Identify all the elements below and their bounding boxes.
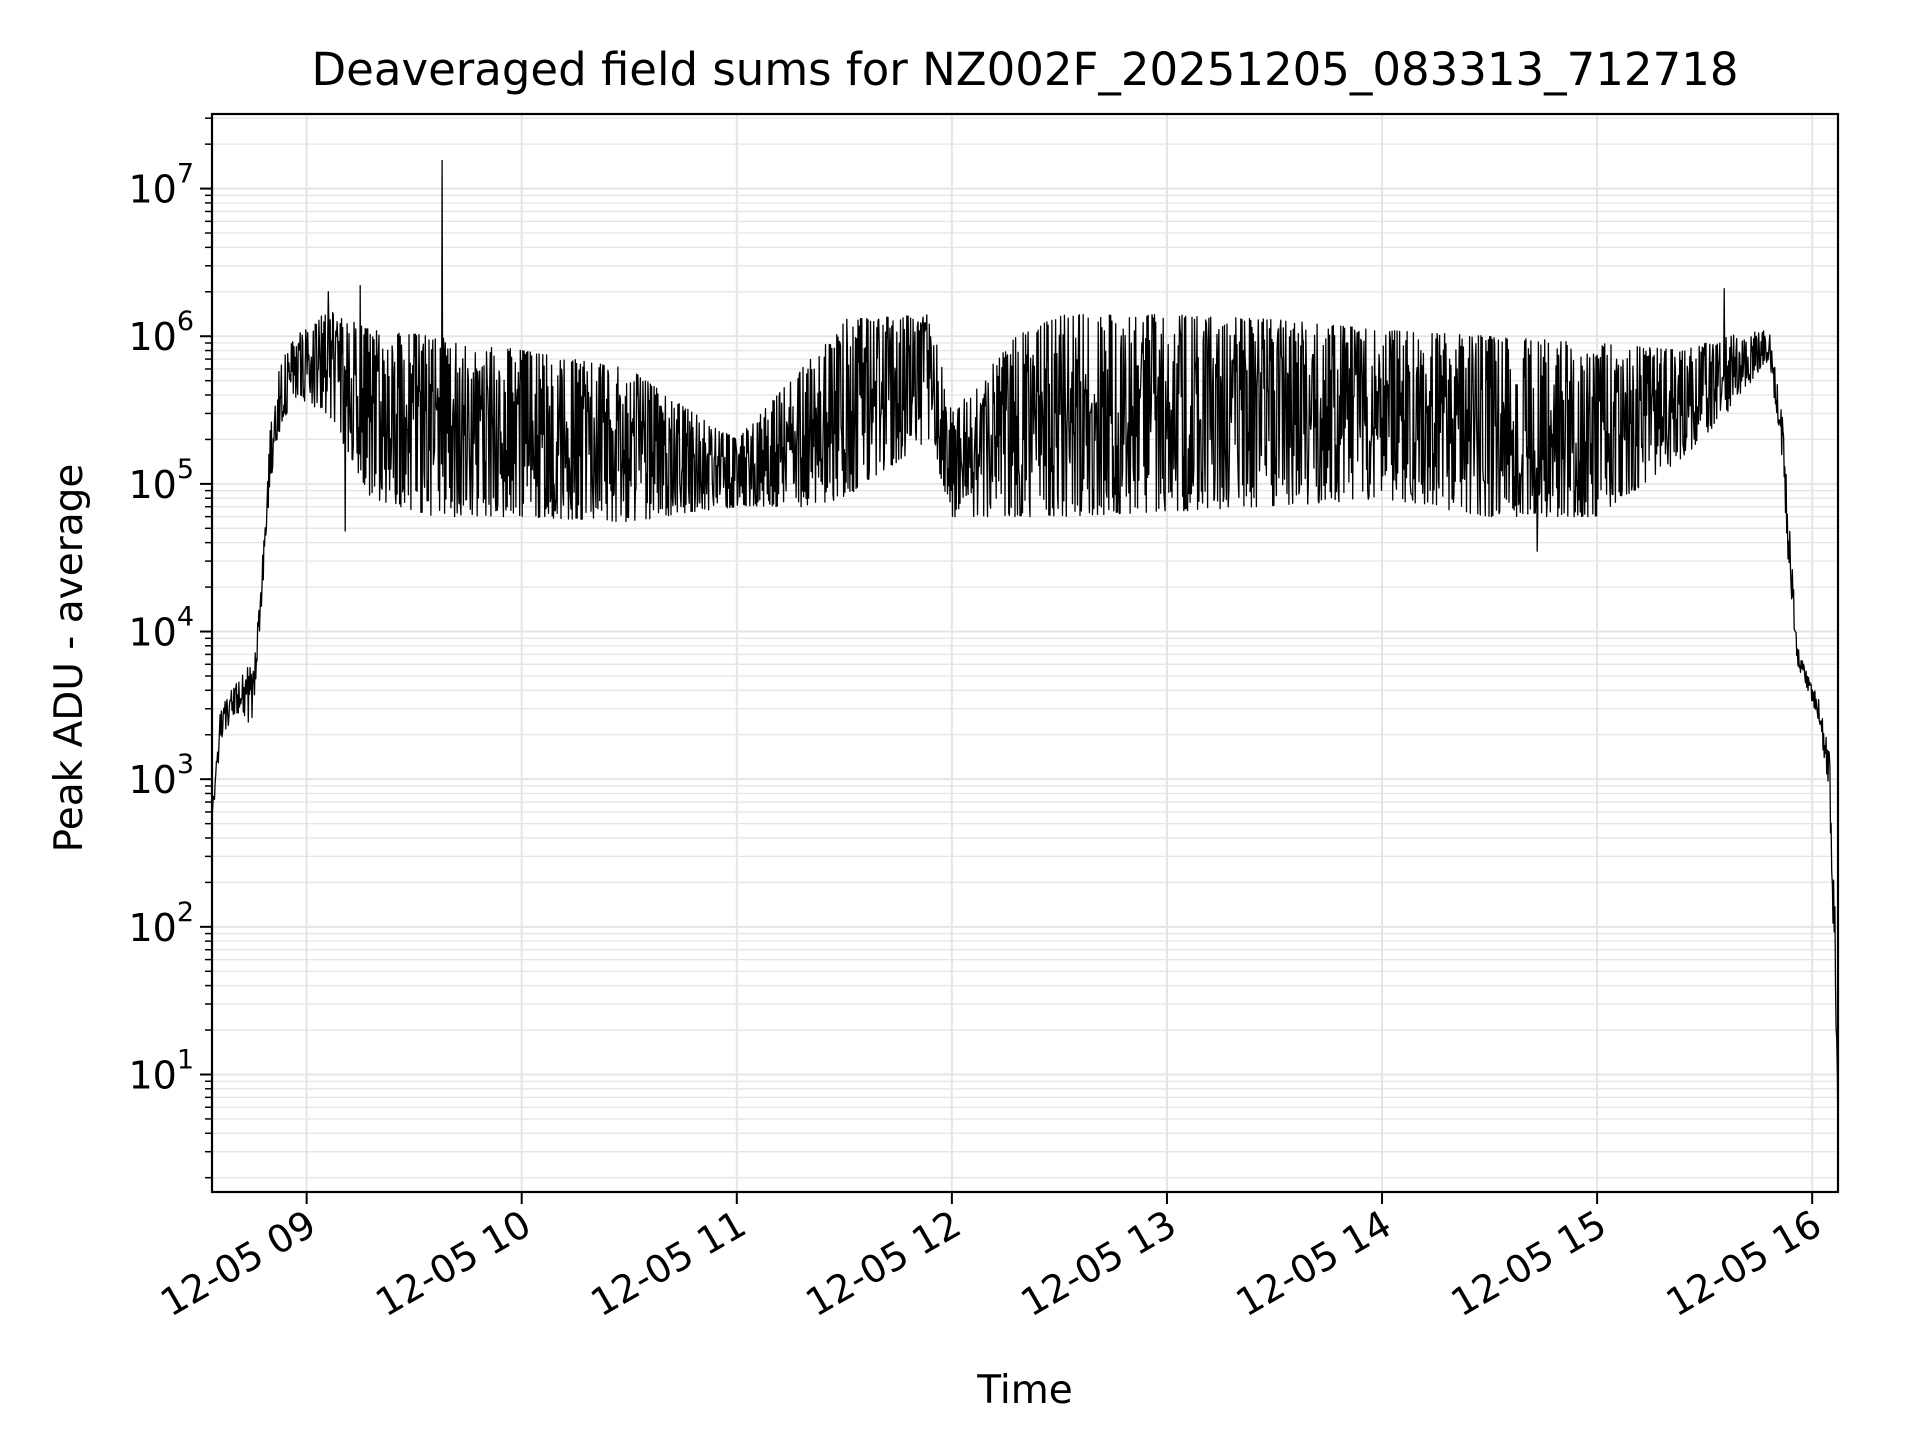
series-layer xyxy=(211,159,1839,1139)
y-tick-label: 103 xyxy=(128,749,194,802)
y-tick-label-base: 10 xyxy=(128,758,176,802)
y-tick-label-base: 10 xyxy=(128,168,176,212)
y-tick-label: 106 xyxy=(128,306,194,359)
y-axis-label: Peak ADU - average xyxy=(47,464,92,853)
y-tick-label-exponent: 3 xyxy=(177,749,194,780)
x-axis-label: Time xyxy=(976,1368,1072,1413)
y-tick-label-exponent: 4 xyxy=(177,602,194,633)
plot-frame xyxy=(210,112,1840,1194)
y-tick-label-exponent: 6 xyxy=(177,306,194,337)
y-tick-label-exponent: 7 xyxy=(177,159,194,190)
y-tick-label: 104 xyxy=(128,602,194,655)
y-tick-label: 107 xyxy=(128,159,194,212)
y-tick-label-base: 10 xyxy=(128,1053,176,1097)
y-tick-label: 105 xyxy=(128,454,194,507)
y-tick-label-base: 10 xyxy=(128,906,176,950)
y-tick-label-exponent: 5 xyxy=(177,454,194,485)
y-tick-label-exponent: 2 xyxy=(177,897,194,928)
y-tick-label: 101 xyxy=(128,1044,194,1097)
y-tick-label-base: 10 xyxy=(128,611,176,655)
y-tick-label: 102 xyxy=(128,897,194,950)
y-tick-label-exponent: 1 xyxy=(177,1044,194,1075)
y-tick-label-base: 10 xyxy=(128,315,176,359)
series-line xyxy=(211,159,1839,1139)
y-tick-label-base: 10 xyxy=(128,463,176,507)
chart-title: Deaveraged field sums for NZ002F_2025120… xyxy=(312,43,1739,96)
